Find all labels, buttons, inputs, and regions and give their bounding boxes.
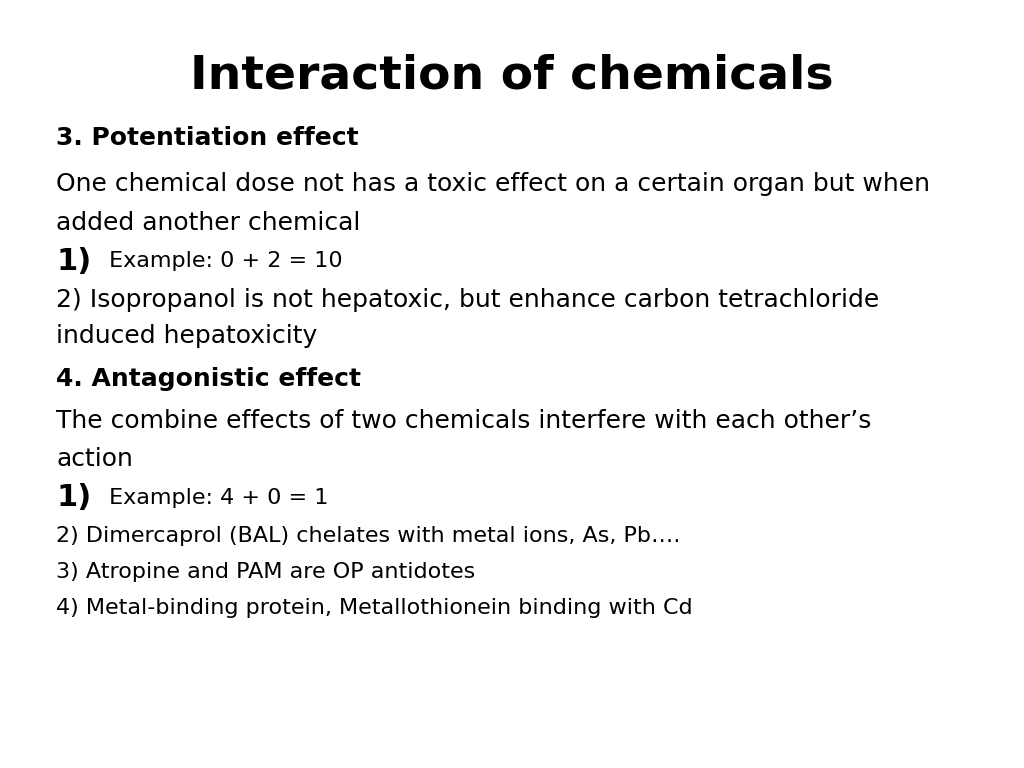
Text: 3) Atropine and PAM are OP antidotes: 3) Atropine and PAM are OP antidotes	[56, 562, 475, 582]
Text: 1): 1)	[56, 483, 91, 512]
Text: induced hepatoxicity: induced hepatoxicity	[56, 324, 317, 349]
Text: 2) Dimercaprol (BAL) chelates with metal ions, As, Pb….: 2) Dimercaprol (BAL) chelates with metal…	[56, 526, 681, 546]
Text: 4. Antagonistic effect: 4. Antagonistic effect	[56, 366, 361, 391]
Text: Interaction of chemicals: Interaction of chemicals	[190, 54, 834, 99]
Text: Example: 0 + 2 = 10: Example: 0 + 2 = 10	[101, 251, 342, 271]
Text: action: action	[56, 447, 133, 472]
Text: 4) Metal-binding protein, Metallothionein binding with Cd: 4) Metal-binding protein, Metallothionei…	[56, 598, 693, 618]
Text: 3. Potentiation effect: 3. Potentiation effect	[56, 126, 359, 151]
Text: One chemical dose not has a toxic effect on a certain organ but when: One chemical dose not has a toxic effect…	[56, 172, 931, 197]
Text: 2) Isopropanol is not hepatoxic, but enhance carbon tetrachloride: 2) Isopropanol is not hepatoxic, but enh…	[56, 287, 880, 312]
Text: Example: 4 + 0 = 1: Example: 4 + 0 = 1	[101, 488, 328, 508]
Text: 1): 1)	[56, 247, 91, 276]
Text: The combine effects of two chemicals interfere with each other’s: The combine effects of two chemicals int…	[56, 409, 871, 433]
Text: added another chemical: added another chemical	[56, 210, 360, 235]
